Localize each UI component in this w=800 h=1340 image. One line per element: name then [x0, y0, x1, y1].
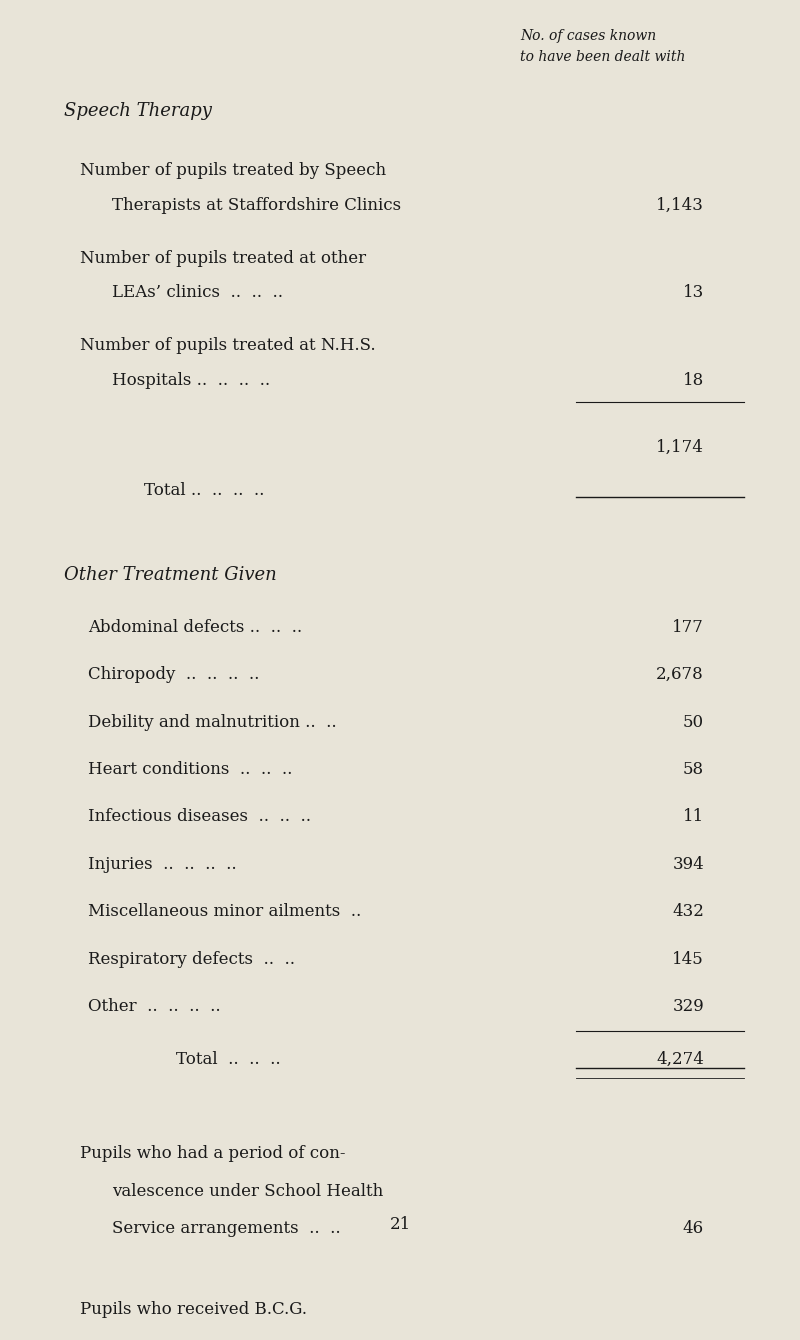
Text: Number of pupils treated at N.H.S.: Number of pupils treated at N.H.S. [80, 336, 376, 354]
Text: No. of cases known: No. of cases known [520, 28, 656, 43]
Text: Chiropody  ..  ..  ..  ..: Chiropody .. .. .. .. [88, 666, 259, 683]
Text: Miscellaneous minor ailments  ..: Miscellaneous minor ailments .. [88, 903, 362, 921]
Text: 329: 329 [672, 998, 704, 1016]
Text: 46: 46 [683, 1221, 704, 1237]
Text: 13: 13 [682, 284, 704, 302]
Text: Other Treatment Given: Other Treatment Given [64, 567, 277, 584]
Text: 394: 394 [672, 856, 704, 872]
Text: Hospitals ..  ..  ..  ..: Hospitals .. .. .. .. [112, 371, 270, 389]
Text: Total  ..  ..  ..: Total .. .. .. [176, 1051, 281, 1068]
Text: 21: 21 [390, 1217, 410, 1234]
Text: valescence under School Health: valescence under School Health [112, 1183, 383, 1199]
Text: Total ..  ..  ..  ..: Total .. .. .. .. [144, 481, 264, 498]
Text: 1,174: 1,174 [656, 440, 704, 456]
Text: 2,678: 2,678 [656, 666, 704, 683]
Text: Pupils who received B.C.G.: Pupils who received B.C.G. [80, 1301, 307, 1319]
Text: LEAs’ clinics  ..  ..  ..: LEAs’ clinics .. .. .. [112, 284, 283, 302]
Text: 50: 50 [683, 714, 704, 730]
Text: 58: 58 [683, 761, 704, 779]
Text: Speech Therapy: Speech Therapy [64, 102, 212, 121]
Text: Injuries  ..  ..  ..  ..: Injuries .. .. .. .. [88, 856, 237, 872]
Text: 18: 18 [682, 371, 704, 389]
Text: Number of pupils treated by Speech: Number of pupils treated by Speech [80, 162, 386, 180]
Text: Number of pupils treated at other: Number of pupils treated at other [80, 249, 366, 267]
Text: 1,143: 1,143 [656, 197, 704, 214]
Text: 432: 432 [672, 903, 704, 921]
Text: 145: 145 [672, 951, 704, 967]
Text: Heart conditions  ..  ..  ..: Heart conditions .. .. .. [88, 761, 292, 779]
Text: Debility and malnutrition ..  ..: Debility and malnutrition .. .. [88, 714, 337, 730]
Text: Service arrangements  ..  ..: Service arrangements .. .. [112, 1221, 341, 1237]
Text: Other  ..  ..  ..  ..: Other .. .. .. .. [88, 998, 221, 1016]
Text: 11: 11 [682, 808, 704, 825]
Text: Abdominal defects ..  ..  ..: Abdominal defects .. .. .. [88, 619, 302, 636]
Text: 4,274: 4,274 [656, 1051, 704, 1068]
Text: Infectious diseases  ..  ..  ..: Infectious diseases .. .. .. [88, 808, 311, 825]
Text: Pupils who had a period of con-: Pupils who had a period of con- [80, 1146, 346, 1162]
Text: to have been dealt with: to have been dealt with [520, 50, 686, 64]
Text: 177: 177 [672, 619, 704, 636]
Text: Therapists at Staffordshire Clinics: Therapists at Staffordshire Clinics [112, 197, 401, 214]
Text: Respiratory defects  ..  ..: Respiratory defects .. .. [88, 951, 295, 967]
